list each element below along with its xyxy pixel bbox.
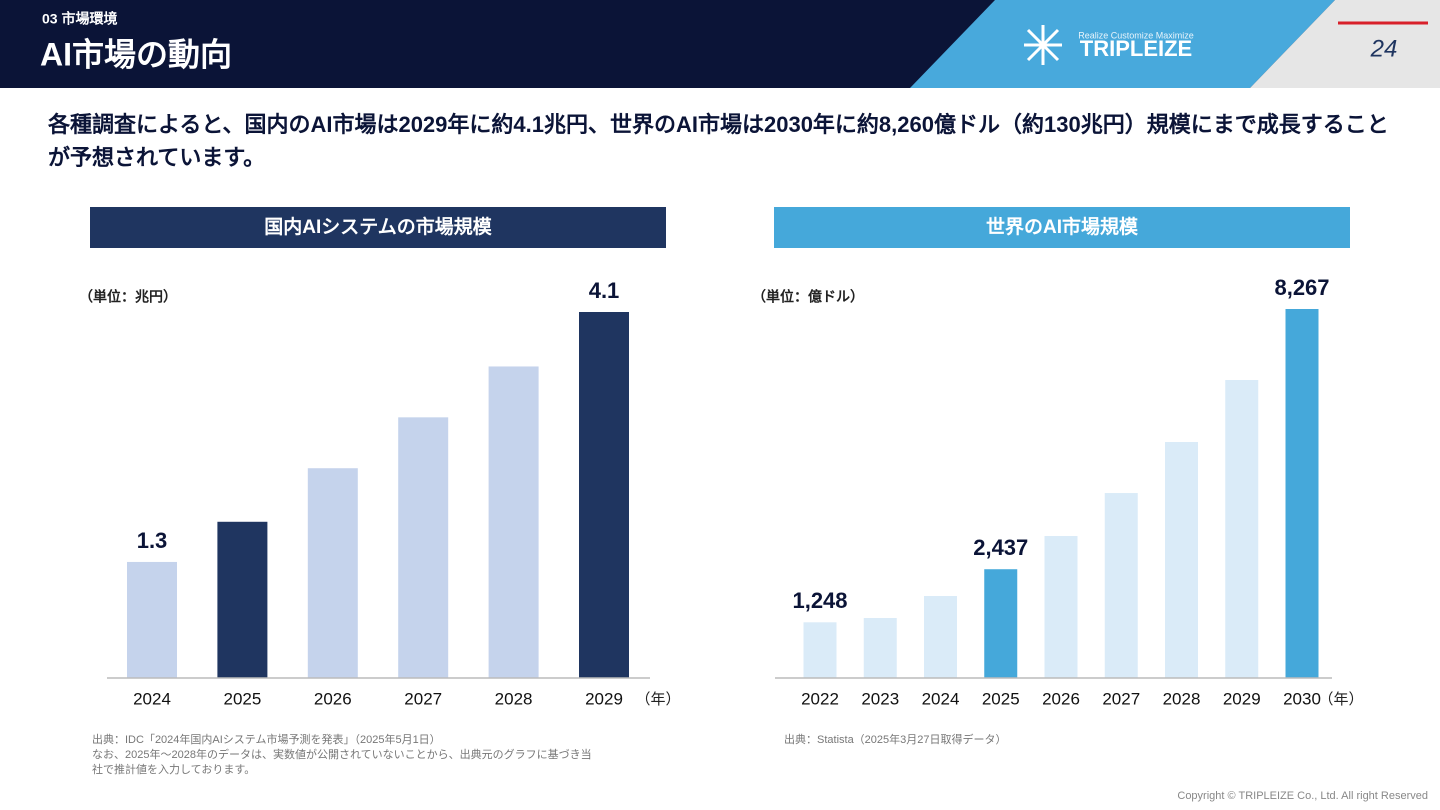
bar [924,596,957,678]
slide-title: AI市場の動向 [40,36,232,72]
panel-title-bar [774,207,1350,248]
value-label: 1.3 [137,528,168,553]
value-label: 4.1 [589,278,620,303]
bar [579,312,629,678]
logo-icon [1024,25,1062,65]
unit-label: （単位：兆円） [79,289,177,305]
bar [1165,442,1198,678]
lead-text: 各種調査によると、国内のAI市場は2029年に約4.1兆円、世界のAI市場は20… [48,112,1389,170]
x-tick-label: 2030 [1283,689,1321,708]
x-tick-label: 2026 [1042,689,1080,708]
header-accent [910,0,1335,88]
bar [398,417,449,678]
x-axis-label: （年） [635,691,680,708]
x-tick-label: 2027 [1102,689,1140,708]
x-tick-label: 2025 [223,689,261,708]
source-note: 出典：IDC「2024年国内AIシステム市場予測を発表」（2025年5月1日） [92,732,441,746]
bar [803,622,837,678]
x-tick-label: 2024 [133,689,171,708]
bar [488,366,539,678]
source-note: なお、2025年～2028年のデータは、実数値が公開されていないことから、出典元… [92,747,592,761]
page-number: 24 [1370,35,1398,62]
source-note: 社で推計値を入力しております。 [92,762,255,776]
unit-label: （単位：億ドル） [752,289,864,305]
x-tick-label: 2022 [801,689,839,708]
bar [1104,493,1138,678]
value-label: 1,248 [792,588,847,613]
x-tick-label: 2025 [982,689,1020,708]
x-tick-label: 2028 [495,689,533,708]
x-axis-label: （年） [1318,691,1363,708]
logo-name: TRIPLEIZE [1080,36,1192,61]
bar [217,521,268,678]
x-tick-label: 2023 [861,689,899,708]
bar [863,618,897,678]
copyright: Copyright © TRIPLEIZE Co., Ltd. All righ… [1177,790,1428,802]
x-tick-label: 2029 [585,689,623,708]
x-tick-label: 2026 [314,689,352,708]
bar [127,561,177,678]
x-tick-label: 2029 [1223,689,1261,708]
panel-title: 国内AIシステムの市場規模 [264,215,492,238]
bar [1044,536,1078,678]
panel-title: 世界のAI市場規模 [986,215,1139,238]
section-label: 03 市場環境 [42,11,117,27]
bar [1285,309,1319,678]
bar [307,468,358,678]
source-note: 出典：Statista（2025年3月27日取得データ） [784,732,1007,746]
x-tick-label: 2024 [922,689,960,708]
bar [984,569,1018,678]
logo-tagline: Realize Customize Maximize [1078,30,1194,40]
x-tick-label: 2028 [1163,689,1201,708]
value-label: 8,267 [1274,275,1329,300]
panel-title-bar [90,207,666,248]
x-tick-label: 2027 [404,689,442,708]
bar [1225,380,1259,678]
value-label: 2,437 [973,535,1028,560]
